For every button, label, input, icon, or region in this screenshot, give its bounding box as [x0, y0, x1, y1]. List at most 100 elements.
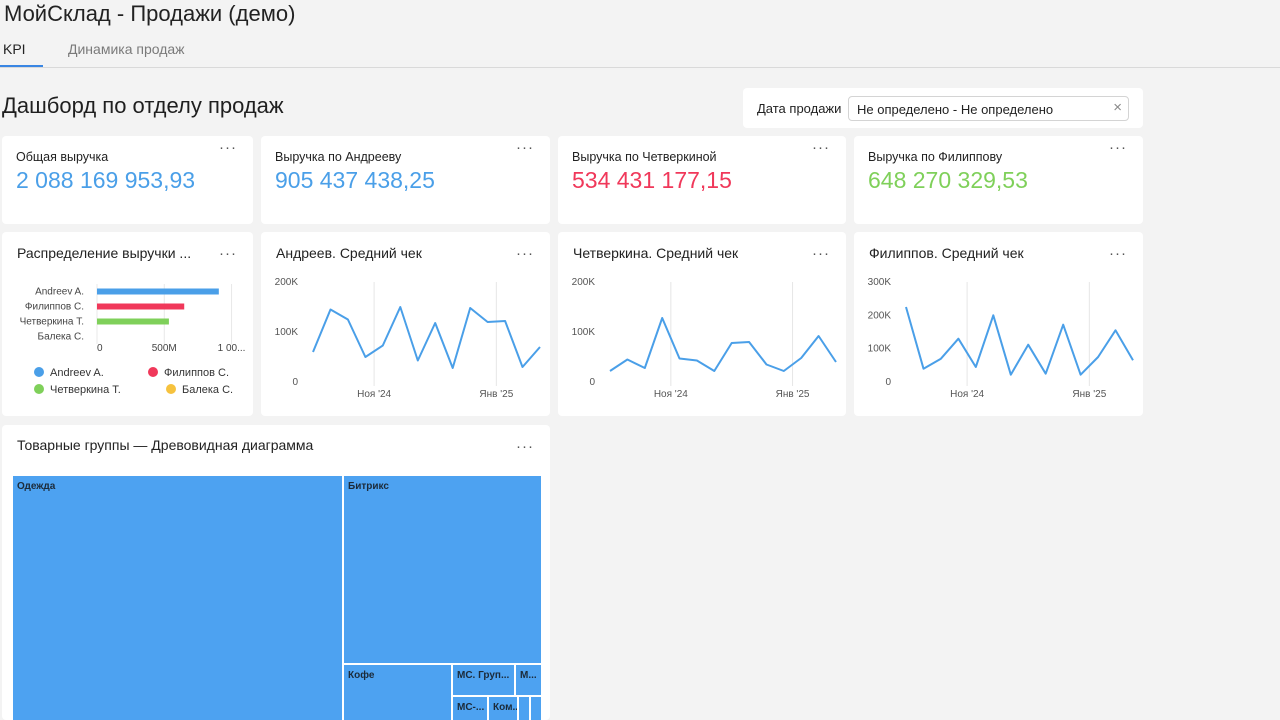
more-icon[interactable]: ···	[516, 139, 534, 156]
legend-item: Филиппов С.	[148, 366, 229, 380]
legend-label: Andreev A.	[50, 367, 104, 379]
more-icon[interactable]: ···	[812, 245, 830, 262]
filter-label: Дата продажи	[757, 101, 842, 116]
more-icon[interactable]: ···	[1109, 139, 1127, 156]
y-tick-label: 0	[292, 377, 298, 388]
y-tick-label: Балека С.	[38, 332, 84, 343]
x-tick-label: 500M	[152, 343, 177, 354]
treemap-cell[interactable]: МС. Груп...	[452, 664, 515, 696]
legend-item: Балека С.	[166, 383, 233, 397]
treemap-cell[interactable]: МС-...	[452, 696, 488, 720]
legend-label: Филиппов С.	[164, 367, 230, 379]
treemap-chart: Одежда Битрикс Кофе МС. Груп... М... МС-…	[12, 475, 542, 720]
more-icon[interactable]: ···	[516, 438, 534, 455]
more-icon[interactable]: ···	[219, 245, 237, 262]
y-tick-label: 100K	[572, 327, 596, 338]
date-filter-input[interactable]: Не определено - Не определено ×	[848, 96, 1129, 121]
clear-icon[interactable]: ×	[1113, 99, 1122, 116]
series-line[interactable]	[312, 306, 541, 369]
tab-sales-dynamics[interactable]: Динамика продаж	[68, 41, 185, 57]
x-tick-label: Ноя '24	[950, 389, 984, 400]
avg-check-line-chart: 0 100K 200K Ноя '24 Янв '25	[275, 277, 541, 400]
avg-check-line-chart: 0 100K 200K 300K Ноя '24 Янв '25	[868, 277, 1134, 400]
kpi-value: 905 437 438,25	[275, 167, 435, 193]
filter-value: Не определено - Не определено	[857, 102, 1054, 117]
x-tick-label: Ноя '24	[357, 389, 391, 400]
treemap-cell-label: Битрикс	[348, 481, 389, 492]
more-icon[interactable]: ···	[219, 139, 237, 156]
y-tick-label: 0	[885, 377, 891, 388]
revenue-distribution-card: Распределение выручки ... ··· 0 500M 1 00.…	[2, 232, 253, 416]
avg-check-card-chetverkina: Четверкина. Средний чек ··· 0 100K 200K Ноя…	[558, 232, 846, 416]
chart-title: Четверкина. Средний чек	[573, 245, 739, 261]
date-filter: Дата продажи Не определено - Не определе…	[743, 88, 1143, 128]
chart-title: Товарные группы — Древовидная диаграмма	[17, 437, 314, 453]
avg-check-card-filippov: Филиппов. Средний чек ··· 0 100K 200K 300K Н…	[854, 232, 1143, 416]
y-tick-label: Четверкина Т.	[20, 317, 84, 328]
kpi-card-total: Общая выручка 2 088 169 953,93 ···	[2, 136, 253, 224]
avg-check-card-andreev: Андреев. Средний чек ··· 0 100K 200K Ноя '2…	[261, 232, 550, 416]
chart-title: Филиппов. Средний чек	[869, 245, 1024, 261]
more-icon[interactable]: ···	[516, 245, 534, 262]
avg-check-line-chart: 0 100K 200K Ноя '24 Янв '25	[572, 277, 837, 400]
legend-label: Четверкина Т.	[50, 384, 121, 396]
treemap-cell-label: М...	[520, 670, 537, 681]
bar[interactable]	[97, 303, 185, 310]
dashboard-title: Дашборд по отделу продаж	[2, 93, 284, 118]
y-tick-label: Филиппов С.	[25, 302, 84, 313]
x-tick-label: 0	[97, 343, 103, 354]
kpi-label: Выручка по Четверкиной	[572, 150, 717, 164]
treemap-cell[interactable]	[518, 696, 530, 720]
treemap-cell-label: МС-...	[457, 702, 485, 713]
bar[interactable]	[97, 318, 169, 325]
x-tick-label: Янв '25	[776, 389, 810, 400]
legend-item: Andreev A.	[34, 366, 104, 380]
y-tick-label: 200K	[868, 310, 892, 321]
treemap-cell-label: Ком...	[493, 702, 518, 713]
active-tab-indicator	[0, 65, 43, 67]
y-tick-label: 200K	[275, 277, 299, 288]
y-tick-label: 300K	[868, 277, 892, 288]
revenue-bar-chart: 0 500M 1 00... Andreev A. Филиппов С. Четверк…	[20, 284, 246, 354]
more-icon[interactable]: ···	[1109, 245, 1127, 262]
y-tick-label: 100K	[868, 344, 892, 355]
bar[interactable]	[97, 288, 219, 295]
series-line[interactable]	[609, 317, 837, 372]
treemap-cell[interactable]	[530, 696, 542, 720]
x-tick-label: Ноя '24	[654, 389, 688, 400]
tab-kpi[interactable]: KPI	[3, 41, 26, 57]
more-icon[interactable]: ···	[812, 139, 830, 156]
legend-label: Балека С.	[182, 384, 234, 396]
x-tick-label: 1 00...	[218, 343, 246, 354]
legend-dot	[34, 384, 44, 394]
legend-dot	[148, 367, 158, 377]
y-tick-label: 0	[589, 377, 595, 388]
x-tick-label: Янв '25	[1072, 389, 1106, 400]
treemap-cell[interactable]: Ком...	[488, 696, 518, 720]
y-tick-label: Andreev A.	[35, 287, 84, 298]
chart-title: Распределение выручки ...	[17, 245, 192, 261]
treemap-cell[interactable]: Кофе	[343, 664, 452, 720]
chart-title: Андреев. Средний чек	[276, 245, 422, 261]
treemap-card: Товарные группы — Древовидная диаграмма …	[2, 425, 550, 720]
kpi-label: Выручка по Филиппову	[868, 150, 1003, 164]
legend-dot	[34, 367, 44, 377]
kpi-label: Общая выручка	[16, 150, 109, 164]
app-title: МойСклад - Продажи (демо)	[4, 1, 296, 26]
kpi-value: 2 088 169 953,93	[16, 167, 196, 193]
series-line[interactable]	[905, 306, 1134, 376]
treemap-cell[interactable]: Битрикс	[343, 475, 542, 664]
legend-dot	[166, 384, 176, 394]
kpi-label: Выручка по Андрееву	[275, 150, 402, 164]
kpi-card-chetverkina: Выручка по Четверкиной 534 431 177,15 ··…	[558, 136, 846, 224]
legend-item: Четверкина Т.	[34, 383, 121, 397]
treemap-cell[interactable]: М...	[515, 664, 542, 696]
kpi-value: 534 431 177,15	[572, 167, 732, 193]
tab-bar: KPI Динамика продаж	[0, 36, 1280, 68]
y-tick-label: 200K	[572, 277, 596, 288]
treemap-cell[interactable]: Одежда	[12, 475, 343, 720]
kpi-card-filippov: Выручка по Филиппову 648 270 329,53 ···	[854, 136, 1143, 224]
y-tick-label: 100K	[275, 327, 299, 338]
treemap-cell-label: МС. Груп...	[457, 670, 510, 681]
x-tick-label: Янв '25	[479, 389, 513, 400]
